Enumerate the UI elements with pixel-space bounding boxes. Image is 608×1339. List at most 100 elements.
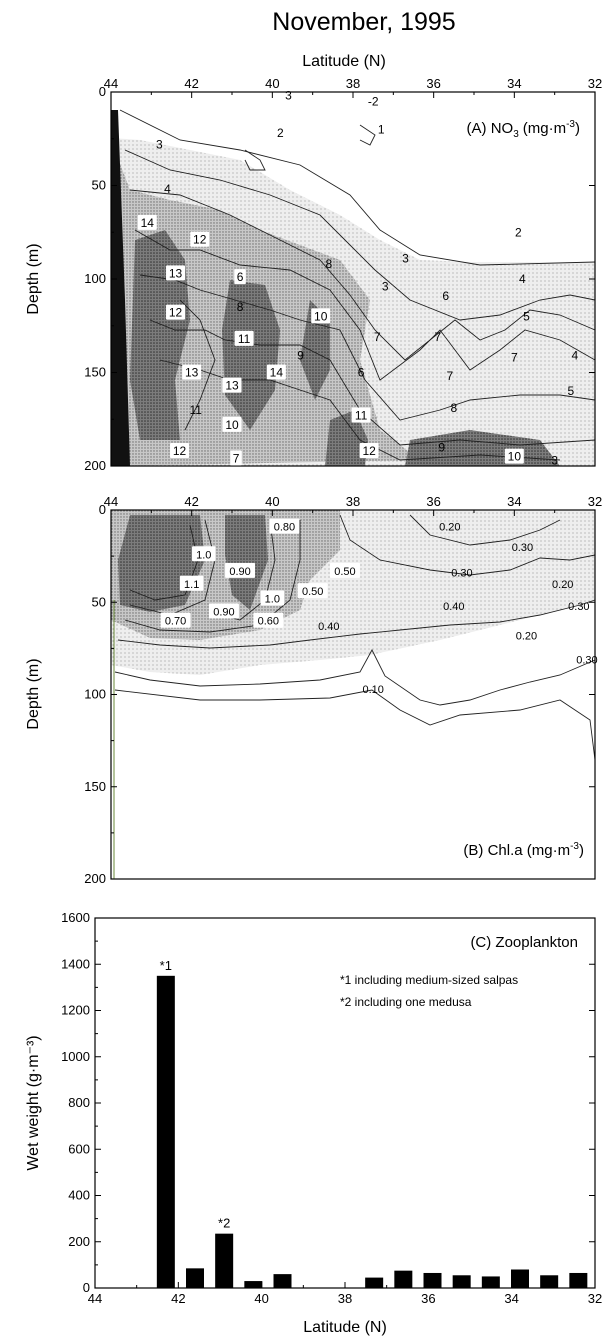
panel-a-title-sub: 3 (513, 129, 519, 140)
contour-label-box (253, 612, 284, 628)
contour-label: 0.40 (318, 621, 339, 633)
contour-label: 8 (450, 401, 457, 415)
contour-label: 4 (571, 349, 578, 363)
x-tick-label: 36 (426, 76, 440, 91)
contour-label-box (190, 231, 210, 247)
x-tick-label: 42 (171, 1291, 185, 1306)
contour-label: 0.90 (213, 606, 234, 618)
contour-label-box (504, 448, 524, 464)
contour-label: 6 (358, 366, 365, 380)
contour-label-box (351, 407, 371, 423)
contour-label-box (329, 562, 360, 578)
y-tick-label: 0 (99, 502, 106, 517)
contour-label: 1.0 (265, 594, 280, 606)
contour-label-box (166, 304, 186, 320)
x-tick-label: 32 (588, 76, 602, 91)
x-tick-label: 40 (254, 1291, 268, 1306)
panel-c-axes: 44 42 40 38 36 34 32 0 200 400 600 800 1000 1200 1400 1… (61, 910, 602, 1306)
contour-label: 13 (169, 266, 183, 280)
panel-a-contour-line (359, 124, 376, 146)
panel-a-title-unit: (mg·m (523, 120, 566, 137)
panel-b-contour-line (114, 689, 596, 761)
bar (215, 1233, 234, 1288)
x-tick-label: 36 (426, 494, 440, 509)
y-tick-label: 200 (84, 458, 106, 473)
panel-a-title: (A) NO3 (mg·m-3) (467, 119, 580, 140)
contour-label: 9 (297, 349, 304, 363)
panel-c-ylabel: Wet weight (g·m⁻³) (25, 1035, 42, 1170)
contour-label: 1.0 (196, 549, 211, 561)
panel-a-contour-line (124, 149, 596, 321)
bar-annotation: *2 (218, 1216, 230, 1231)
panel-c-note-1: *1 including medium-sized salpas (340, 973, 518, 987)
contour-label-box (166, 265, 186, 281)
y-tick-label: 800 (68, 1095, 90, 1110)
panel-a-wedge (111, 110, 130, 466)
panel-c-xlabel: Latitude (N) (303, 1319, 387, 1336)
y-tick-label: 0 (99, 84, 106, 99)
panel-b-title-prefix: (B) Chl.a (mg·m (463, 842, 570, 859)
contour-label: 4 (164, 182, 171, 196)
panel-a-contour-line (129, 189, 596, 361)
contour-label: 10 (314, 309, 328, 323)
contour-label: 12 (173, 444, 187, 458)
contour-label-box (222, 377, 242, 393)
panel-a-contour-line (119, 109, 596, 266)
contour-label: 14 (141, 216, 155, 230)
panel-a-contour-line (179, 299, 216, 431)
contour-label: 12 (362, 444, 376, 458)
contour-label: 2 (277, 126, 284, 140)
y-tick-label: 150 (84, 365, 106, 380)
x-tick-label: 42 (184, 494, 198, 509)
panel-a-contour-line (134, 229, 596, 381)
contour-label-box (230, 450, 242, 466)
panel-a-contour-line (139, 274, 596, 421)
panel-b-contour-labels: 0.80 0.20 1.0 0.30 0.90 0.50 0.30 0.20 1.1 0.50 1.… (160, 518, 598, 696)
panel-b-title-sup: -3 (570, 841, 579, 852)
panel-b-dark-region-2 (225, 515, 268, 610)
contour-label: 11 (355, 409, 368, 423)
contour-label: 7 (434, 330, 441, 344)
bar (540, 1275, 559, 1288)
contour-label: 0.40 (443, 601, 464, 613)
panel-a-ylabel: Depth (m) (25, 243, 42, 314)
contour-label-box (260, 590, 285, 606)
panel-b-contour-line (409, 514, 561, 546)
contour-label-box (182, 364, 202, 380)
contour-label: 0.30 (512, 542, 533, 554)
panel-a-top-xlabel: Latitude (N) (302, 53, 386, 70)
contour-label: 2 (515, 225, 522, 239)
panel-c-title: (C) Zooplankton (470, 934, 578, 951)
contour-label: 12 (169, 306, 183, 320)
contour-label: 10 (508, 450, 522, 464)
y-tick-label: 50 (92, 594, 106, 609)
panel-c-note-2: *2 including one medusa (340, 995, 472, 1009)
panel-c: *1 *2 44 42 40 38 36 34 32 0 200 400 600 800 1000 1200… (25, 910, 602, 1336)
contour-label: 6 (237, 270, 244, 284)
y-tick-label: 0 (83, 1280, 90, 1295)
panel-a-dark-region-3 (300, 300, 330, 400)
contour-label: 0.60 (258, 616, 279, 628)
contour-label: -2 (368, 94, 379, 108)
contour-label: 5 (567, 384, 574, 398)
bar (569, 1272, 588, 1288)
y-tick-label: 150 (84, 779, 106, 794)
bar (365, 1277, 384, 1288)
bar (511, 1269, 529, 1288)
contour-label: 4 (519, 272, 526, 286)
y-tick-label: 1600 (61, 910, 90, 925)
panel-b-title: (B) Chl.a (mg·m-3) (463, 841, 584, 859)
contour-label: 3 (382, 279, 389, 293)
contour-label: 8 (325, 257, 332, 271)
bar (273, 1274, 292, 1288)
panel-a-contour-line (149, 319, 596, 446)
contour-label: 3 (402, 251, 409, 265)
contour-label: 5 (523, 309, 530, 323)
bar (481, 1276, 500, 1288)
contour-label: 0.50 (302, 586, 323, 598)
contour-label-box (234, 330, 254, 346)
panel-b-contour-line (114, 649, 596, 706)
